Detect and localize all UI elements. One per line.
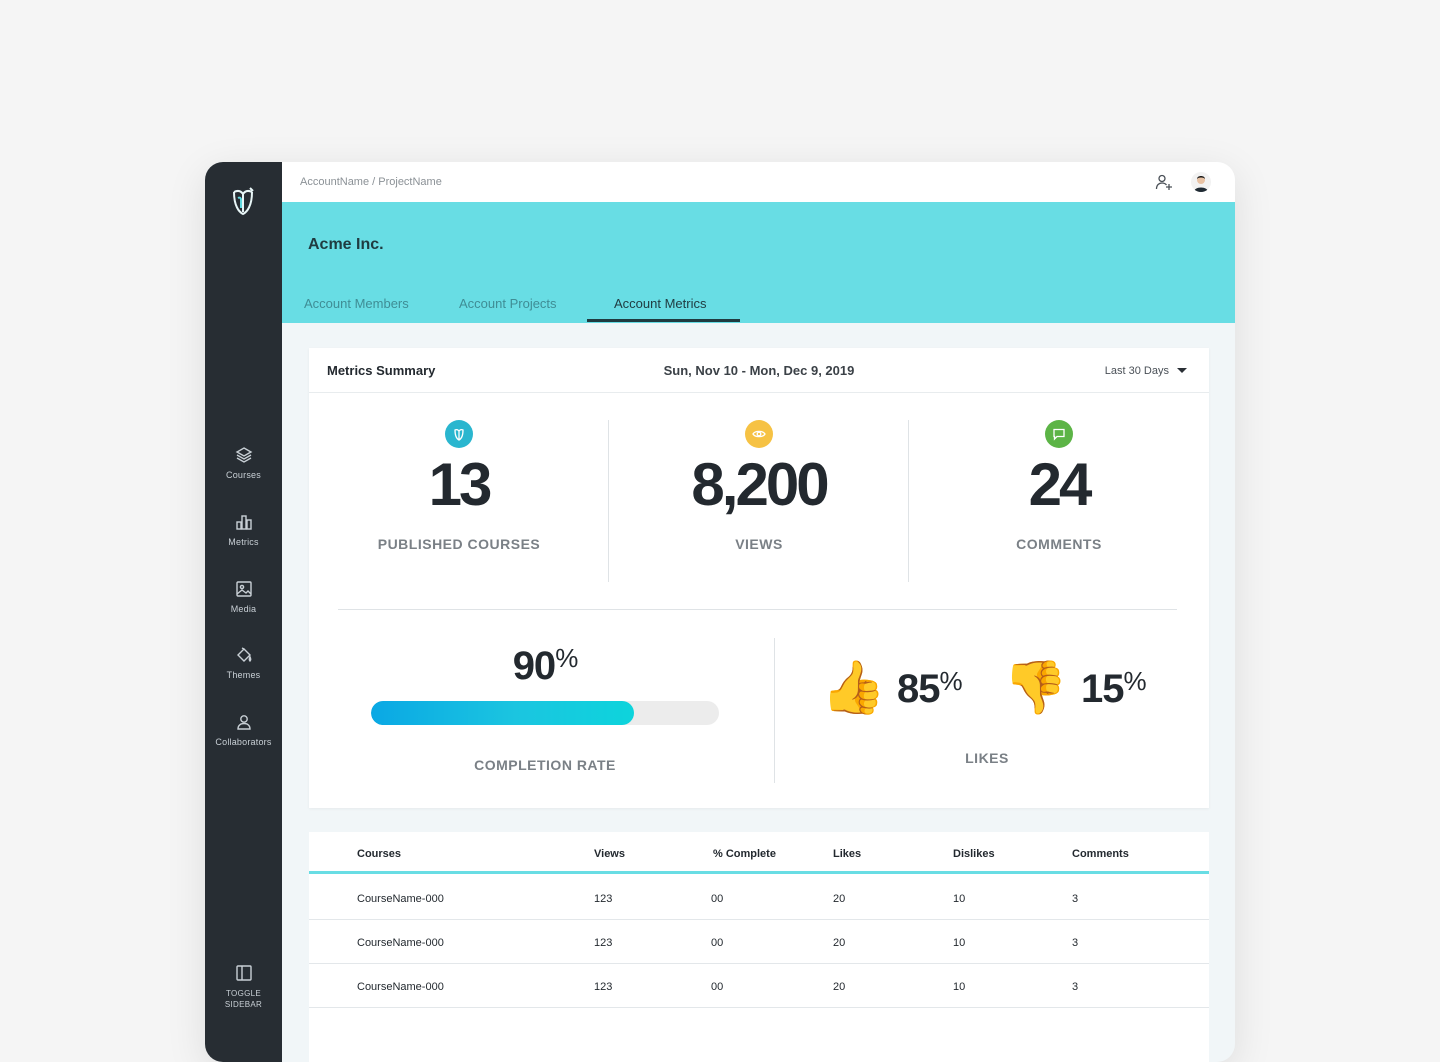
table-row[interactable]: CourseName-000 123 00 20 10 3 [309, 964, 1209, 1008]
sidebar-item-label: Collaborators [215, 737, 272, 747]
comment-icon [1045, 420, 1073, 448]
sidebar-toggle-icon [205, 964, 282, 982]
table-row[interactable]: CourseName-000 123 00 20 10 3 [309, 920, 1209, 964]
divider [908, 420, 909, 582]
divider [774, 638, 775, 783]
table-cell: 123 [594, 893, 613, 905]
image-icon [205, 580, 282, 598]
topbar: AccountName / ProjectName [282, 162, 1235, 202]
stat-label: VIEWS [735, 536, 783, 552]
likes-label: LIKES [965, 750, 1009, 766]
layers-icon [205, 446, 282, 464]
add-user-icon[interactable] [1155, 173, 1173, 196]
stat-comments: 24 COMMENTS [909, 420, 1209, 552]
app-window: Courses Metrics Media [205, 162, 1235, 1062]
table-cell: 123 [594, 981, 613, 993]
table-cell: 00 [711, 981, 724, 993]
date-range: Sun, Nov 10 - Mon, Dec 9, 2019 [663, 363, 855, 378]
metrics-summary-card: Metrics Summary Sun, Nov 10 - Mon, Dec 9… [309, 348, 1209, 808]
app-logo-icon[interactable] [229, 186, 257, 216]
table-cell: CourseName-000 [357, 981, 444, 993]
metrics-title: Metrics Summary [327, 363, 436, 378]
stat-views: 8,200 VIEWS [609, 420, 909, 552]
sidebar: Courses Metrics Media [205, 162, 282, 1062]
active-tab-indicator [587, 319, 740, 322]
paint-bucket-icon [205, 646, 282, 664]
dislikes-value: 15% [1081, 666, 1147, 711]
book-icon [445, 420, 473, 448]
avatar[interactable] [1191, 172, 1211, 192]
column-header[interactable]: Courses [357, 848, 402, 860]
sidebar-item-courses[interactable]: Courses [205, 446, 282, 480]
table-cell: 20 [833, 937, 846, 949]
tab-account-projects[interactable]: Account Projects [459, 296, 557, 311]
column-header[interactable]: Views [594, 848, 625, 860]
table-cell: 20 [833, 981, 846, 993]
divider [338, 609, 1177, 610]
completion-progress-bar [371, 701, 719, 725]
metrics-card-header: Metrics Summary Sun, Nov 10 - Mon, Dec 9… [309, 348, 1209, 393]
table-cell: 3 [1072, 937, 1079, 949]
table-cell: 3 [1072, 893, 1079, 905]
table-cell: 00 [711, 937, 724, 949]
column-header[interactable]: Dislikes [953, 848, 995, 860]
sidebar-item-metrics[interactable]: Metrics [205, 513, 282, 547]
completion-value: 90% [512, 643, 579, 688]
likes-value: 85% [897, 666, 963, 711]
sidebar-item-label: Media [230, 604, 257, 614]
table-header: Courses Views % Complete Likes Dislikes … [309, 832, 1209, 874]
sidebar-item-themes[interactable]: Themes [205, 646, 282, 680]
tab-account-metrics[interactable]: Account Metrics [614, 296, 707, 311]
stat-value: 24 [1028, 451, 1093, 518]
account-name: Acme Inc. [308, 236, 384, 253]
table-cell: 10 [953, 937, 966, 949]
divider [608, 420, 609, 582]
chevron-down-icon[interactable] [1177, 368, 1187, 373]
stat-label: PUBLISHED COURSES [377, 536, 541, 552]
table-cell: 123 [594, 937, 613, 949]
table-cell: CourseName-000 [357, 937, 444, 949]
toggle-sidebar-label: TOGGLE SIDEBAR [224, 989, 263, 1009]
users-icon [205, 713, 282, 731]
stat-label: COMMENTS [1016, 536, 1102, 552]
column-header[interactable]: Comments [1072, 848, 1129, 860]
period-select[interactable]: Last 30 Days [1104, 365, 1169, 377]
column-header[interactable]: Likes [833, 848, 862, 860]
thumbs-down-icon: 👎 [1003, 659, 1068, 717]
courses-table: Courses Views % Complete Likes Dislikes … [309, 832, 1209, 1062]
eye-icon [745, 420, 773, 448]
thumbs-up-icon: 👍 [821, 659, 886, 717]
sidebar-item-label: Themes [226, 670, 261, 680]
bar-chart-icon [205, 513, 282, 531]
likes-stats: 👍 85% 👎 15% [821, 658, 1161, 718]
sidebar-item-label: Metrics [228, 537, 259, 547]
breadcrumb[interactable]: AccountName / ProjectName [300, 176, 442, 188]
table-cell: 00 [711, 893, 724, 905]
completion-label: COMPLETION RATE [474, 757, 616, 773]
table-cell: 3 [1072, 981, 1079, 993]
sidebar-item-media[interactable]: Media [205, 580, 282, 614]
table-cell: CourseName-000 [357, 893, 444, 905]
stat-value: 13 [428, 451, 493, 518]
table-cell: 10 [953, 981, 966, 993]
table-row[interactable]: CourseName-000 123 00 20 10 3 [309, 876, 1209, 920]
stat-value: 8,200 [691, 451, 829, 518]
sidebar-item-label: Courses [226, 470, 261, 480]
completion-rate: 90% COMPLETION RATE [371, 643, 719, 773]
column-header[interactable]: % Complete [713, 848, 776, 860]
tab-account-members[interactable]: Account Members [304, 296, 409, 311]
sidebar-item-collaborators[interactable]: Collaborators [205, 713, 282, 747]
account-header: Acme Inc. Account Members Account Projec… [282, 202, 1235, 323]
table-cell: 10 [953, 893, 966, 905]
completion-progress-fill [371, 701, 635, 725]
stat-published-courses: 13 PUBLISHED COURSES [309, 420, 609, 552]
toggle-sidebar-button[interactable]: TOGGLE SIDEBAR [205, 964, 282, 1010]
table-cell: 20 [833, 893, 846, 905]
